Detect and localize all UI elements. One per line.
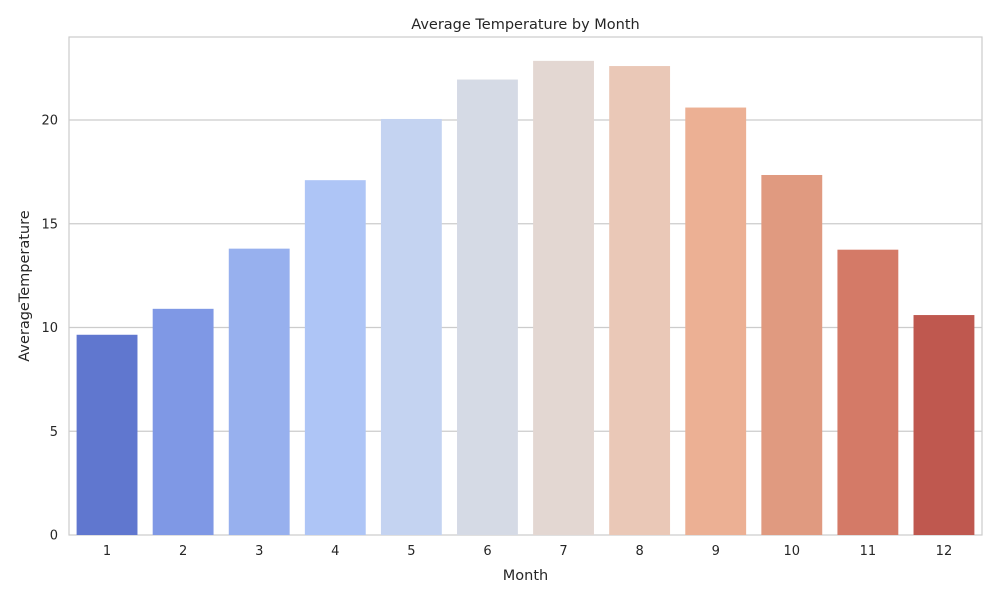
y-axis-ticks: 0 5 10 15 20 <box>41 114 58 544</box>
bar-month-2 <box>152 308 214 535</box>
y-tick-label: 0 <box>50 529 58 544</box>
bar-month-7 <box>533 60 594 536</box>
x-tick-label: 2 <box>179 544 187 559</box>
bar-month-6 <box>457 79 518 535</box>
x-tick-label: 7 <box>559 544 567 559</box>
bar-month-12 <box>913 315 975 535</box>
y-tick-label: 10 <box>41 321 58 336</box>
y-axis-label: AverageTemperature <box>17 210 33 361</box>
bar-month-10 <box>761 174 823 536</box>
x-tick-label: 1 <box>103 544 111 559</box>
x-tick-label: 8 <box>635 544 643 559</box>
gridlines <box>69 119 982 432</box>
bar-month-4 <box>304 180 366 536</box>
x-tick-label: 4 <box>331 544 339 559</box>
x-tick-label: 12 <box>936 544 953 559</box>
x-tick-label: 11 <box>860 544 877 559</box>
bar-month-5 <box>380 118 442 536</box>
x-tick-label: 3 <box>255 544 263 559</box>
x-tick-label: 9 <box>712 544 720 559</box>
y-tick-label: 20 <box>41 114 58 129</box>
chart-title: Average Temperature by Month <box>411 17 639 33</box>
bar-month-3 <box>228 248 290 535</box>
bar-month-1 <box>76 334 138 535</box>
bar-month-8 <box>609 66 671 536</box>
y-tick-label: 15 <box>41 217 58 232</box>
x-axis-label: Month <box>503 568 548 584</box>
x-tick-label: 10 <box>784 544 801 559</box>
bars <box>76 60 975 536</box>
bar-month-9 <box>685 107 747 536</box>
y-tick-label: 5 <box>50 425 58 440</box>
x-tick-label: 6 <box>483 544 491 559</box>
x-axis-ticks: 1 2 3 4 5 6 7 8 9 10 11 12 <box>103 544 952 559</box>
x-tick-label: 5 <box>407 544 415 559</box>
bar-month-11 <box>837 249 899 535</box>
